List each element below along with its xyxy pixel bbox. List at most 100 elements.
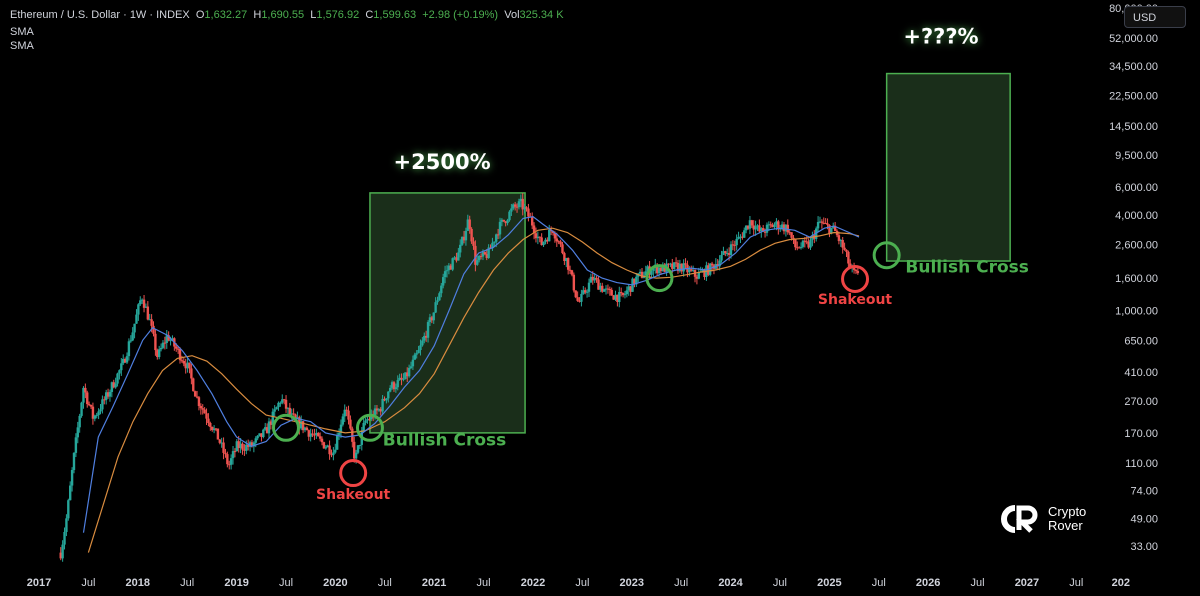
- candle: [720, 250, 723, 263]
- y-tick-label: 34,500.00: [1109, 61, 1158, 73]
- candle: [589, 273, 593, 283]
- x-tick-label: Jul: [477, 577, 491, 589]
- candle: [209, 421, 212, 431]
- candle: [441, 273, 445, 289]
- logo-text-line1: Crypto: [1048, 504, 1087, 519]
- candle: [188, 362, 191, 374]
- candle: [777, 219, 780, 235]
- candle: [99, 403, 102, 415]
- candle: [752, 220, 755, 235]
- candle: [676, 260, 680, 274]
- y-axis[interactable]: 80,000.0052,000.0034,500.0022,500.0014,5…: [1109, 3, 1158, 553]
- candle: [561, 241, 564, 255]
- candle: [402, 373, 405, 382]
- currency-button[interactable]: USD: [1124, 6, 1186, 28]
- y-tick-label: 33.00: [1130, 541, 1158, 553]
- x-tick-label: 2024: [718, 577, 743, 589]
- candle: [682, 259, 685, 277]
- candle: [809, 236, 812, 250]
- candle: [576, 291, 579, 302]
- candle: [235, 439, 239, 452]
- candle: [447, 263, 451, 275]
- candle: [315, 428, 318, 439]
- candle: [74, 433, 78, 458]
- candle: [226, 451, 229, 468]
- close-value: 1,599.63: [373, 9, 417, 21]
- annotation-cross-4: Bullish Cross: [905, 258, 1028, 278]
- candle: [277, 401, 280, 411]
- candle: [822, 217, 825, 225]
- candle: [512, 203, 515, 211]
- annotation-shake-5: Shakeout: [316, 487, 391, 503]
- candle: [786, 219, 789, 235]
- annotation-big-2: +???%: [903, 24, 978, 48]
- candle: [735, 234, 738, 251]
- candle: [534, 227, 538, 243]
- candle: [453, 255, 456, 260]
- candle: [523, 203, 526, 214]
- candle: [104, 389, 108, 405]
- candle: [207, 413, 210, 427]
- candle: [508, 210, 511, 222]
- candle: [521, 193, 524, 216]
- candle: [375, 405, 379, 415]
- candle: [228, 460, 231, 470]
- candle: [243, 444, 246, 456]
- candle: [845, 249, 848, 258]
- candle: [502, 219, 505, 223]
- candle: [95, 412, 98, 419]
- candle: [311, 429, 314, 438]
- candle: [159, 343, 163, 352]
- candle: [203, 407, 206, 414]
- candle: [585, 289, 589, 298]
- candle: [479, 253, 483, 260]
- candle: [87, 401, 91, 407]
- candle: [123, 357, 127, 363]
- candle: [557, 240, 560, 245]
- candle: [70, 467, 74, 492]
- open-value: 1,632.27: [204, 9, 248, 21]
- x-axis[interactable]: 2017 Jul 2018 Jul 2019 Jul 2020 Jul 2021 Jul 2022 J…: [27, 577, 1130, 589]
- candle: [328, 440, 331, 460]
- candle: [387, 391, 390, 403]
- candle: [801, 239, 805, 249]
- candle: [574, 290, 577, 299]
- candle: [519, 194, 523, 208]
- candle: [231, 446, 235, 465]
- candle: [633, 278, 636, 288]
- candle: [356, 445, 360, 455]
- candle: [483, 251, 487, 256]
- symbol-title[interactable]: Ethereum / U.S. Dollar · 1W · INDEX: [10, 9, 190, 21]
- candle: [284, 395, 288, 413]
- candle: [76, 421, 79, 444]
- sma-indicator-2[interactable]: SMA: [10, 40, 34, 52]
- candle: [326, 444, 329, 448]
- volume-label: Vol: [504, 9, 520, 21]
- candle: [409, 361, 413, 370]
- candle: [273, 405, 276, 417]
- candle: [796, 241, 799, 251]
- candle: [212, 425, 216, 434]
- candle: [282, 398, 286, 405]
- candle: [84, 383, 87, 399]
- candle: [610, 287, 613, 296]
- candle: [443, 265, 447, 284]
- candle: [515, 203, 519, 213]
- sma-indicator-1[interactable]: SMA: [10, 26, 34, 38]
- candle: [192, 377, 195, 392]
- candle: [334, 443, 337, 454]
- x-tick-label: Jul: [773, 577, 787, 589]
- candle: [218, 438, 221, 445]
- candle: [216, 428, 220, 440]
- candle: [440, 282, 443, 298]
- candle: [140, 298, 144, 304]
- candle: [161, 340, 165, 350]
- x-tick-label: 2026: [916, 577, 940, 589]
- candle: [674, 257, 678, 268]
- y-tick-label: 74.00: [1130, 485, 1158, 497]
- candle: [368, 416, 371, 421]
- candle: [182, 357, 186, 367]
- candle: [324, 445, 328, 450]
- candle: [525, 206, 528, 212]
